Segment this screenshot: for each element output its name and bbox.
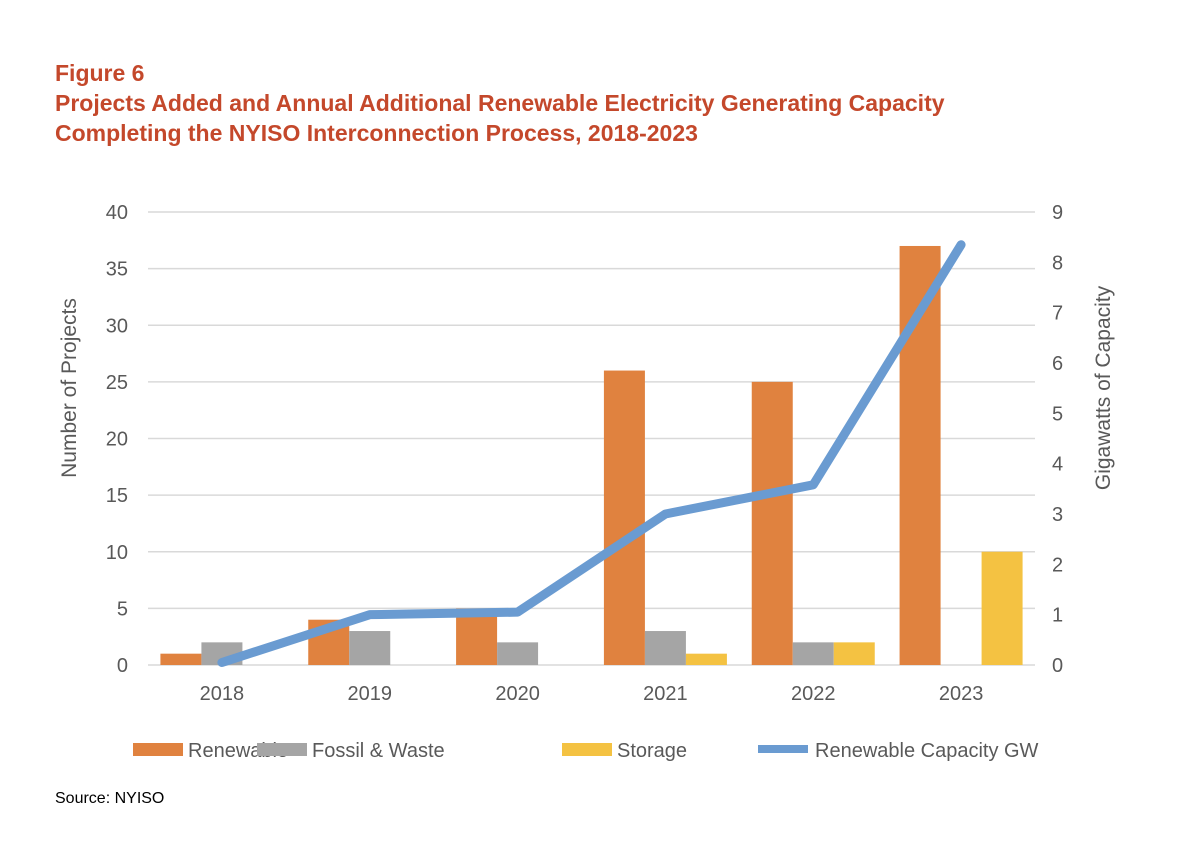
y-tick-label: 35 — [106, 259, 128, 281]
legend-label: Storage — [617, 740, 687, 762]
legend-swatch — [562, 743, 612, 756]
line-renewable-capacity — [217, 240, 966, 667]
y2-tick-label: 1 — [1052, 605, 1063, 627]
bar-storage-2023 — [981, 551, 1023, 665]
y2-tick-label: 5 — [1052, 403, 1063, 425]
y2-tick-label: 2 — [1052, 554, 1063, 576]
y-tick-label: 5 — [117, 598, 128, 620]
source-note: Source: NYISO — [55, 790, 165, 807]
y-tick-label: 0 — [117, 655, 128, 677]
y2-tick-label: 7 — [1052, 303, 1063, 325]
bar-renewable-2022 — [751, 381, 793, 665]
bar-storage-2021 — [685, 653, 727, 665]
y-tick-label: 40 — [106, 202, 128, 224]
chart-title-line1: Projects Added and Annual Additional Ren… — [55, 90, 945, 116]
y-axis-title: Number of Projects — [58, 298, 81, 478]
y2-tick-label: 4 — [1052, 454, 1063, 476]
figure-label: Figure 6 — [55, 60, 145, 86]
x-tick-label: 2022 — [791, 683, 836, 705]
legend-label: Renewable Capacity GW — [815, 740, 1039, 762]
y-tick-label: 10 — [106, 542, 128, 564]
legend-swatch — [257, 743, 307, 756]
bar-fossil-waste-2022 — [792, 642, 834, 665]
x-tick-label: 2021 — [643, 683, 688, 705]
y2-tick-label: 0 — [1052, 655, 1063, 677]
x-tick-label: 2019 — [348, 683, 393, 705]
bar-fossil-waste-2021 — [644, 631, 686, 665]
bar-fossil-waste-2020 — [497, 642, 539, 665]
y-tick-label: 15 — [106, 485, 128, 507]
y2-axis-title: Gigawatts of Capacity — [1092, 285, 1115, 490]
bar-renewable-2020 — [456, 608, 498, 665]
legend-label: Fossil & Waste — [312, 740, 445, 762]
legend-swatch — [133, 743, 183, 756]
y2-tick-label: 8 — [1052, 252, 1063, 274]
x-tick-label: 2018 — [200, 683, 245, 705]
bar-renewable-2018 — [160, 653, 202, 665]
x-tick-label: 2023 — [939, 683, 984, 705]
bar-storage-2022 — [833, 642, 875, 665]
y2-tick-label: 3 — [1052, 504, 1063, 526]
chart-title-line2: Completing the NYISO Interconnection Pro… — [55, 120, 698, 146]
bar-fossil-waste-2019 — [349, 631, 391, 665]
bar-renewable-2021 — [603, 370, 645, 665]
y-tick-label: 25 — [106, 372, 128, 394]
y2-tick-label: 6 — [1052, 353, 1063, 375]
y-tick-label: 20 — [106, 429, 128, 451]
y-tick-label: 30 — [106, 315, 128, 337]
x-tick-label: 2020 — [495, 683, 540, 705]
y2-tick-label: 9 — [1052, 202, 1063, 224]
